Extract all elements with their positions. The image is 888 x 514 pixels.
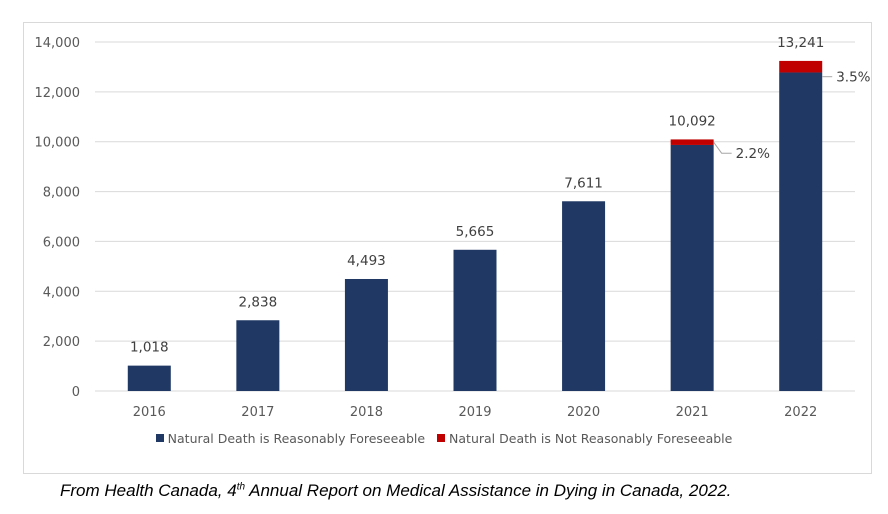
x-tick-label: 2016 [133, 405, 166, 420]
y-tick-label: 6,000 [43, 235, 80, 250]
x-tick-label: 2017 [241, 405, 274, 420]
data-label-total: 5,665 [456, 224, 495, 240]
legend-swatch-red [437, 434, 446, 442]
data-label-total: 7,611 [564, 175, 603, 191]
percent-annotation: 2.2% [736, 146, 770, 162]
legend-item-foreseeable: Natural Death is Reasonably Foreseeable [155, 430, 426, 446]
caption-prefix: From Health Canada, 4 [60, 481, 237, 500]
y-tick-label: 12,000 [35, 86, 81, 101]
x-tick-label: 2018 [350, 405, 383, 420]
bar-not-foreseeable [670, 139, 714, 145]
chart-frame [23, 22, 872, 474]
bar-foreseeable [127, 365, 171, 391]
legend-item-not-foreseeable: Natural Death is Not Reasonably Foreseea… [437, 431, 732, 446]
y-tick-label: 4,000 [43, 285, 80, 300]
data-label-total: 1,018 [130, 340, 169, 356]
x-tick-label: 2020 [567, 405, 600, 420]
y-tick-label: 8,000 [43, 186, 80, 201]
data-label-total: 10,092 [669, 113, 716, 129]
percent-annotation: 3.5% [836, 70, 870, 86]
bar-foreseeable [562, 201, 606, 391]
bar-foreseeable [670, 144, 714, 391]
x-tick-label: 2022 [784, 405, 817, 420]
x-tick-label: 2019 [458, 405, 491, 420]
legend-label: Natural Death is Reasonably Foreseeable [167, 430, 426, 446]
legend: Natural Death is Reasonably Foreseeable … [0, 430, 888, 446]
data-label-total: 4,493 [347, 253, 386, 269]
data-label-total: 2,838 [239, 294, 278, 310]
bar-foreseeable [779, 72, 823, 392]
x-tick-label: 2021 [676, 405, 709, 420]
legend-label: Natural Death is Not Reasonably Foreseea… [449, 430, 733, 446]
bar-foreseeable [453, 249, 497, 391]
caption-suffix: Annual Report on Medical Assistance in D… [245, 481, 732, 500]
bar-foreseeable [344, 278, 388, 391]
y-tick-label: 14,000 [35, 36, 81, 51]
caption-superscript: th [236, 481, 246, 493]
source-caption: From Health Canada, 4th Annual Report on… [60, 481, 731, 501]
y-tick-label: 0 [72, 385, 80, 400]
leader-line [713, 141, 732, 154]
bar-not-foreseeable [779, 60, 823, 73]
bar-foreseeable [236, 320, 280, 391]
y-tick-label: 2,000 [43, 335, 80, 350]
y-tick-label: 10,000 [35, 136, 81, 151]
legend-swatch-navy [155, 434, 164, 442]
data-label-total: 13,241 [777, 35, 824, 51]
